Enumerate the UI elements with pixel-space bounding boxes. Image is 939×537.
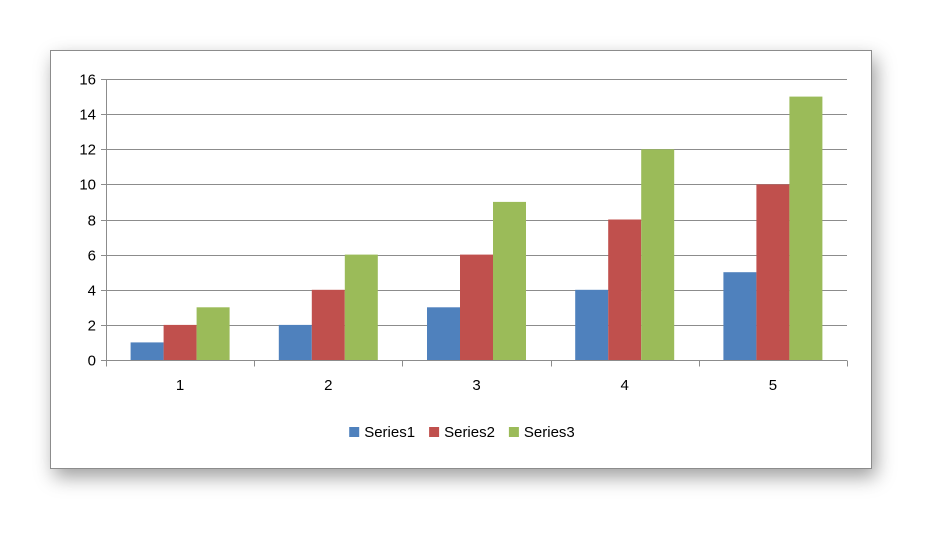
- y-tick-labels: 0 2 4 6 8 10 12 14 16: [79, 72, 96, 370]
- legend-label: Series2: [444, 424, 495, 441]
- axes: [101, 79, 848, 367]
- x-tick-labels: 1 2 3 4 5: [176, 377, 777, 394]
- y-tick-label: 4: [88, 283, 96, 300]
- x-tick-label: 4: [621, 377, 629, 394]
- legend-swatch: [349, 427, 360, 437]
- bar-series3-2: [344, 254, 378, 360]
- x-tick-label: 2: [324, 377, 332, 394]
- bar-series1-5: [723, 272, 757, 360]
- legend-item-series1: Series1: [349, 424, 415, 441]
- bar-series2-4: [608, 219, 642, 360]
- legend-label: Series3: [524, 424, 575, 441]
- bar-series1-2: [278, 324, 312, 360]
- bar-series1-4: [575, 289, 609, 361]
- y-tick-label: 10: [79, 177, 96, 194]
- x-tick-label: 3: [472, 377, 480, 394]
- bar-series3-4: [641, 149, 675, 361]
- legend-item-series2: Series2: [429, 424, 495, 441]
- legend-swatch: [508, 427, 519, 437]
- bar-series1-3: [427, 307, 460, 360]
- y-tick-label: 12: [79, 142, 96, 159]
- bar-series2-5: [756, 184, 790, 360]
- legend-item-series3: Series3: [508, 424, 575, 441]
- legend-swatch: [429, 427, 440, 437]
- bar-series2-2: [311, 289, 345, 361]
- bar-series3-1: [196, 307, 230, 360]
- y-tick-label: 6: [88, 248, 96, 265]
- legend: Series1 Series2 Series3: [349, 424, 575, 441]
- bars: [130, 96, 823, 361]
- x-tick-label: 5: [769, 377, 777, 394]
- bar-series3-3: [493, 201, 526, 360]
- y-tick-label: 0: [88, 353, 96, 370]
- bar-series2-3: [460, 254, 493, 360]
- bar-series1-1: [130, 342, 164, 360]
- y-tick-label: 16: [79, 72, 96, 89]
- bar-series3-5: [789, 96, 823, 360]
- legend-label: Series1: [364, 424, 415, 441]
- bar-series2-1: [163, 324, 197, 360]
- y-tick-label: 14: [79, 107, 96, 124]
- y-tick-label: 2: [88, 318, 96, 335]
- y-tick-label: 8: [88, 213, 96, 230]
- x-tick-label: 1: [176, 377, 184, 394]
